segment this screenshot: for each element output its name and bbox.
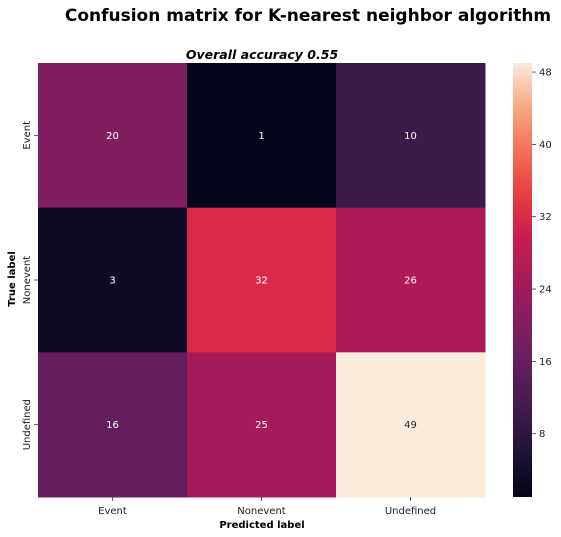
heatmap-cell-1-2 (187, 63, 337, 209)
x-tick-label-event: Event (98, 506, 127, 517)
x-axis-label: Predicted label (219, 520, 304, 531)
heatmap-cell-labels: 20 1 10 3 32 26 16 25 49 (106, 131, 417, 431)
colorbar-tick-label: 24 (539, 285, 552, 296)
heatmap-cell-1-1 (38, 63, 188, 209)
cell-value-label-2-3: 26 (404, 276, 417, 287)
heatmap-cell-2-3 (336, 207, 486, 353)
heatmap-cells (38, 63, 486, 498)
cell-value-label-3-2: 25 (255, 420, 268, 431)
colorbar-tick-label: 32 (539, 212, 552, 223)
y-tick-label-undefined: Undefined (22, 399, 33, 450)
chart-subtitle: Overall accuracy 0.55 (186, 47, 339, 62)
colorbar (513, 63, 532, 497)
colorbar-tick-label: 40 (539, 140, 552, 151)
y-tick-label-nonevent: Nonevent (22, 256, 33, 304)
colorbar-tick-label: 16 (539, 357, 552, 368)
colorbar-ticks: 8 16 24 32 40 48 (532, 68, 552, 440)
cell-value-label-1-1: 20 (106, 131, 119, 142)
heatmap-cell-3-3 (336, 352, 486, 498)
heatmap-cell-3-1 (38, 352, 188, 498)
cell-value-label-3-1: 16 (106, 420, 119, 431)
cell-value-label-2-2: 32 (255, 276, 268, 287)
y-tick-label-event: Event (22, 121, 33, 150)
cell-value-label-1-3: 10 (404, 131, 417, 142)
chart-title: Confusion matrix for K-nearest neighbor … (65, 6, 551, 26)
colorbar-tick-label: 48 (539, 68, 552, 79)
colorbar-tick-label: 8 (539, 429, 545, 440)
heatmap-cell-2-2 (187, 207, 337, 353)
heatmap-cell-2-1 (38, 207, 188, 353)
y-axis-label: True label (7, 251, 18, 307)
cell-value-label-2-1: 3 (109, 276, 115, 287)
y-axis-ticks: Event Nonevent Undefined (22, 121, 38, 450)
x-axis-ticks: Event Nonevent Undefined (98, 497, 436, 517)
x-tick-label-nonevent: Nonevent (237, 506, 285, 517)
cell-value-label-3-3: 49 (404, 420, 417, 431)
heatmap-cell-3-2 (187, 352, 337, 498)
heatmap-cell-1-3 (336, 63, 486, 209)
cell-value-label-1-2: 1 (258, 131, 264, 142)
x-tick-label-undefined: Undefined (385, 506, 436, 517)
